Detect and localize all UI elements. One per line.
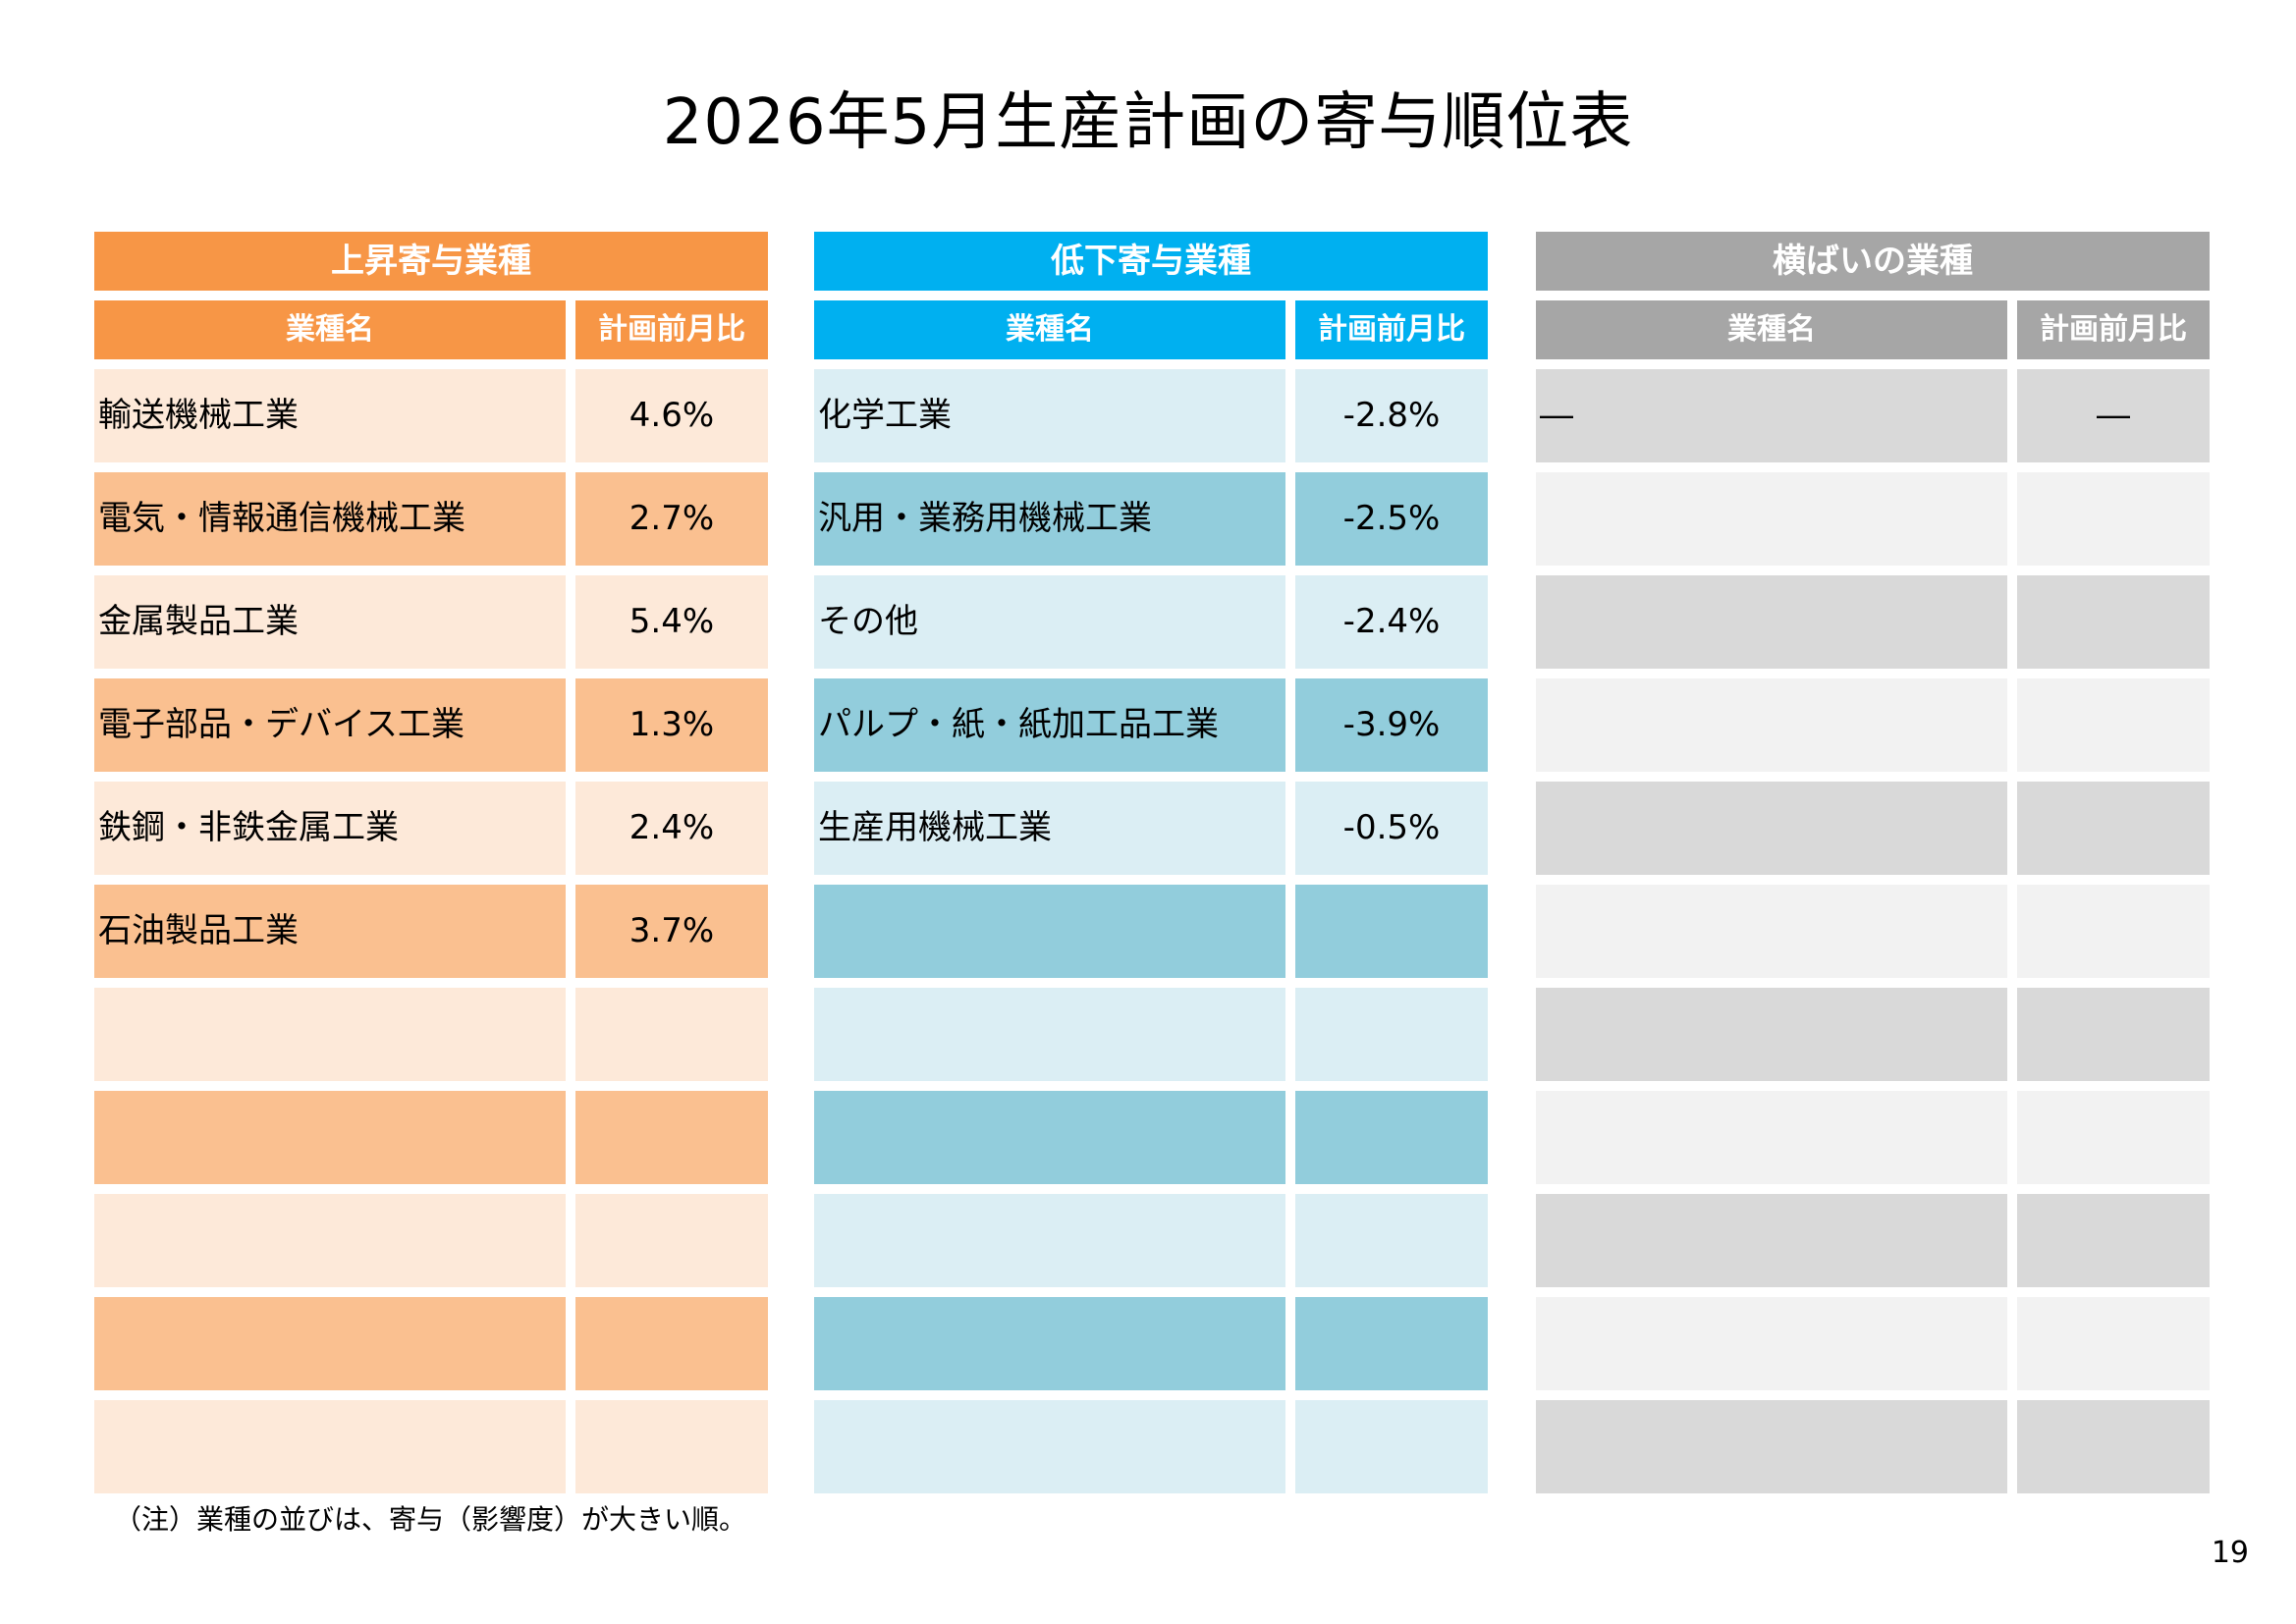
up-row-mom-ratio: 3.7%	[575, 885, 768, 978]
flat-table-heading: 横ばいの業種	[1536, 232, 2210, 291]
flat-row-mom-ratio	[2017, 1091, 2210, 1184]
down-row-mom-ratio	[1295, 988, 1488, 1081]
up-row-industry-name	[94, 1194, 566, 1287]
up-row-mom-ratio	[575, 988, 768, 1081]
page-number: 19	[2211, 1536, 2249, 1570]
up-row-industry-name: 電子部品・デバイス工業	[94, 678, 566, 772]
down-table-grid: 業種名 計画前月比 化学工業 -2.8% 汎用・業務用機械工業 -2.5% その他 -2.…	[814, 291, 1488, 1493]
up-row-industry-name: 金属製品工業	[94, 575, 566, 669]
down-row-industry-name: パルプ・紙・紙加工品工業	[814, 678, 1285, 772]
flat-table-grid: 業種名 計画前月比 ― ―	[1536, 291, 2210, 1493]
flat-col-header-value: 計画前月比	[2017, 300, 2210, 359]
down-row-industry-name	[814, 1091, 1285, 1184]
up-row-industry-name: 電気・情報通信機械工業	[94, 472, 566, 566]
down-contribution-table: 低下寄与業種 業種名 計画前月比 化学工業 -2.8% 汎用・業務用機械工業 -2.5…	[814, 232, 1488, 1493]
up-row-industry-name: 鉄鋼・非鉄金属工業	[94, 782, 566, 875]
down-row-mom-ratio	[1295, 1194, 1488, 1287]
flat-col-header-name: 業種名	[1536, 300, 2007, 359]
down-col-header-value: 計画前月比	[1295, 300, 1488, 359]
down-row-industry-name	[814, 1400, 1285, 1493]
down-row-mom-ratio: -2.5%	[1295, 472, 1488, 566]
down-row-mom-ratio	[1295, 1091, 1488, 1184]
up-row-mom-ratio	[575, 1194, 768, 1287]
footnote: （注）業種の並びは、寄与（影響度）が大きい順。	[114, 1503, 747, 1536]
up-table-heading: 上昇寄与業種	[94, 232, 768, 291]
up-row-industry-name	[94, 988, 566, 1081]
flat-row-industry-name	[1536, 1194, 2007, 1287]
down-row-industry-name	[814, 988, 1285, 1081]
up-row-mom-ratio	[575, 1400, 768, 1493]
up-row-industry-name: 石油製品工業	[94, 885, 566, 978]
up-row-industry-name	[94, 1091, 566, 1184]
up-row-industry-name	[94, 1400, 566, 1493]
up-row-industry-name: 輸送機械工業	[94, 369, 566, 462]
up-row-mom-ratio: 4.6%	[575, 369, 768, 462]
flat-row-mom-ratio	[2017, 988, 2210, 1081]
up-row-mom-ratio	[575, 1091, 768, 1184]
down-row-industry-name: その他	[814, 575, 1285, 669]
down-row-industry-name: 生産用機械工業	[814, 782, 1285, 875]
up-col-header-name: 業種名	[94, 300, 566, 359]
up-col-header-value: 計画前月比	[575, 300, 768, 359]
up-row-mom-ratio	[575, 1297, 768, 1390]
down-row-mom-ratio	[1295, 1297, 1488, 1390]
flat-row-industry-name	[1536, 782, 2007, 875]
up-table-grid: 業種名 計画前月比 輸送機械工業 4.6% 電気・情報通信機械工業 2.7% 金属製品工…	[94, 291, 768, 1493]
flat-row-industry-name	[1536, 472, 2007, 566]
down-row-mom-ratio	[1295, 885, 1488, 978]
down-row-mom-ratio: -3.9%	[1295, 678, 1488, 772]
page-title: 2026年5月生産計画の寄与順位表	[662, 86, 1634, 159]
up-row-mom-ratio: 5.4%	[575, 575, 768, 669]
down-row-mom-ratio: -2.4%	[1295, 575, 1488, 669]
flat-industry-table: 横ばいの業種 業種名 計画前月比 ― ―	[1536, 232, 2210, 1493]
flat-row-industry-name	[1536, 885, 2007, 978]
flat-row-industry-name	[1536, 678, 2007, 772]
down-row-industry-name	[814, 1297, 1285, 1390]
down-row-mom-ratio: -0.5%	[1295, 782, 1488, 875]
flat-row-industry-name	[1536, 575, 2007, 669]
flat-row-industry-name	[1536, 1400, 2007, 1493]
flat-row-mom-ratio	[2017, 575, 2210, 669]
up-row-mom-ratio: 1.3%	[575, 678, 768, 772]
down-row-industry-name	[814, 1194, 1285, 1287]
up-row-industry-name	[94, 1297, 566, 1390]
flat-row-mom-ratio	[2017, 1297, 2210, 1390]
up-row-mom-ratio: 2.7%	[575, 472, 768, 566]
flat-row-industry-name	[1536, 988, 2007, 1081]
down-row-mom-ratio	[1295, 1400, 1488, 1493]
down-row-industry-name	[814, 885, 1285, 978]
flat-row-mom-ratio	[2017, 1400, 2210, 1493]
flat-row-mom-ratio: ―	[2017, 369, 2210, 462]
flat-row-mom-ratio	[2017, 782, 2210, 875]
down-row-industry-name: 化学工業	[814, 369, 1285, 462]
flat-row-mom-ratio	[2017, 678, 2210, 772]
flat-row-mom-ratio	[2017, 885, 2210, 978]
flat-row-mom-ratio	[2017, 1194, 2210, 1287]
down-col-header-name: 業種名	[814, 300, 1285, 359]
flat-row-industry-name	[1536, 1297, 2007, 1390]
down-row-industry-name: 汎用・業務用機械工業	[814, 472, 1285, 566]
flat-row-industry-name	[1536, 1091, 2007, 1184]
up-row-mom-ratio: 2.4%	[575, 782, 768, 875]
flat-row-mom-ratio	[2017, 472, 2210, 566]
down-table-heading: 低下寄与業種	[814, 232, 1488, 291]
flat-row-industry-name: ―	[1536, 369, 2007, 462]
up-contribution-table: 上昇寄与業種 業種名 計画前月比 輸送機械工業 4.6% 電気・情報通信機械工業 2.…	[94, 232, 768, 1493]
down-row-mom-ratio: -2.8%	[1295, 369, 1488, 462]
